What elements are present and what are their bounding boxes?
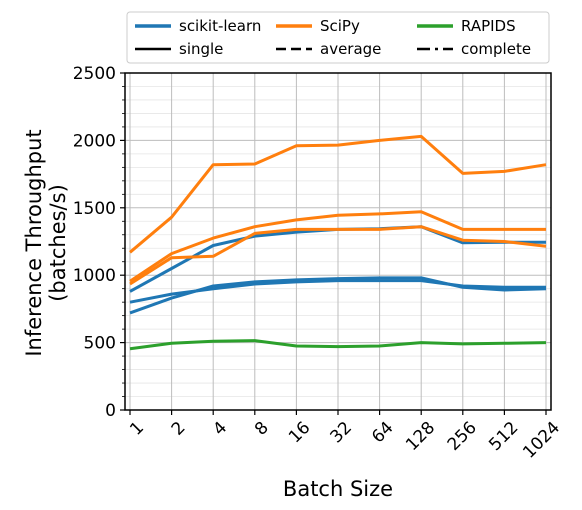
y-axis-label-line-1: Inference Throughput <box>22 129 46 356</box>
legend-label-rapids: RAPIDS <box>461 17 516 35</box>
x-tick-label: 4 <box>209 418 231 440</box>
x-tick-label: 256 <box>444 418 481 455</box>
legend-label-average: average <box>320 40 381 58</box>
x-axis-label: Batch Size <box>283 477 393 501</box>
x-tick-label: 64 <box>368 418 397 447</box>
legend-label-scipy: SciPy <box>320 17 360 35</box>
x-tick-label: 2 <box>168 418 190 440</box>
grid <box>125 73 551 410</box>
series-layer <box>129 134 547 351</box>
series-line-scipy-single <box>129 134 547 254</box>
x-tick-label: 1024 <box>519 418 564 463</box>
x-tick-label: 128 <box>402 418 439 455</box>
y-tick-label: 1000 <box>73 266 116 286</box>
legend-label-scikit-learn: scikit-learn <box>179 17 261 35</box>
x-tick-label: 16 <box>285 418 314 447</box>
ticks: 0 500 1000 1500 2000 2500 1 2 4 8 16 32 64 128 256 5121… <box>73 64 564 463</box>
y-tick-label: 2500 <box>73 64 116 84</box>
legend: scikit-learn SciPy RAPIDS single average comp… <box>126 11 550 64</box>
series-line-scipy-complete <box>129 210 546 283</box>
x-tick-label: 32 <box>327 418 356 447</box>
series-line-scikit-learn-complete <box>129 276 547 315</box>
y-axis-label: Inference Throughput (batches/s) <box>22 129 70 356</box>
legend-label-complete: complete <box>461 40 531 58</box>
y-tick-label: 500 <box>84 334 116 354</box>
x-tick-label: 512 <box>485 418 522 455</box>
y-tick-label: 2000 <box>73 131 116 151</box>
x-tick-label: 8 <box>251 418 273 440</box>
y-axis-label-line-2: (batches/s) <box>46 184 70 302</box>
y-tick-label: 0 <box>105 401 116 421</box>
series-line-scipy-average <box>129 225 547 286</box>
legend-label-single: single <box>179 40 223 58</box>
series-line-rapids-single <box>129 339 547 351</box>
y-tick-label: 1500 <box>73 199 116 219</box>
x-tick-label: 1 <box>126 418 148 440</box>
